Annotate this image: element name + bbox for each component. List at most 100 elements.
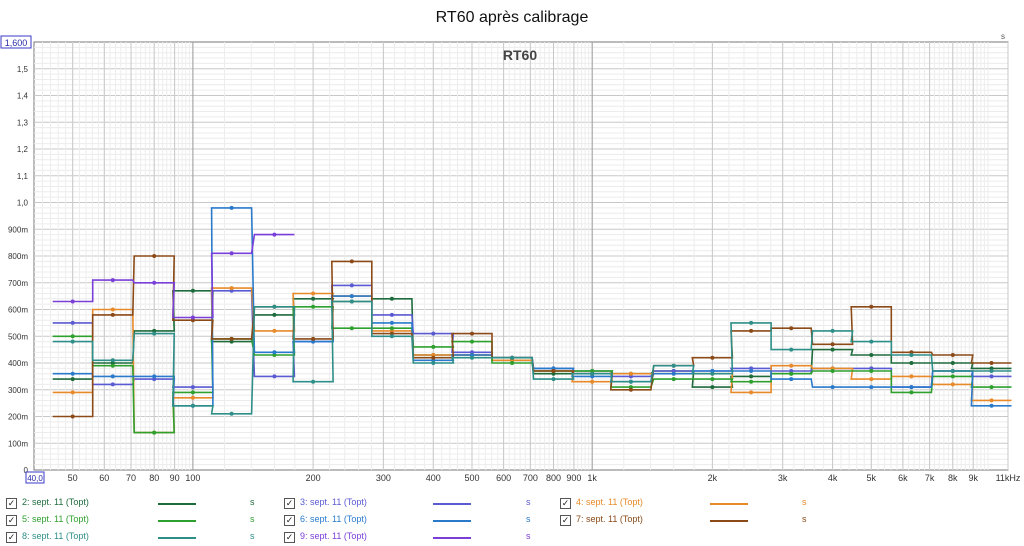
data-point	[749, 320, 754, 325]
legend-label: 4: sept. 11 (Topt)	[576, 497, 643, 507]
x-tick-label: 600	[496, 473, 511, 483]
x-min-box[interactable]	[25, 471, 45, 484]
y-tick-label: 800m	[8, 252, 28, 261]
data-point	[152, 331, 157, 336]
legend-item: ✓ 2: sept. 11 (Topt) s	[6, 496, 262, 512]
x-tick-label: 1k	[587, 473, 597, 483]
data-point	[272, 328, 277, 333]
data-point	[190, 403, 195, 408]
data-point	[152, 254, 157, 258]
data-point	[989, 403, 994, 408]
data-point	[470, 331, 474, 336]
legend-swatch	[433, 537, 471, 539]
data-point	[830, 385, 835, 390]
data-point	[229, 251, 234, 256]
legend-unit: s	[802, 497, 807, 507]
data-point	[229, 286, 234, 291]
data-point	[349, 299, 354, 304]
legend-unit: s	[802, 514, 807, 524]
data-point	[389, 334, 394, 339]
data-point	[749, 379, 754, 384]
y-tick-label: 500m	[8, 332, 28, 341]
legend-checkbox[interactable]: ✓	[284, 515, 295, 526]
x-tick-label: 700	[523, 473, 538, 483]
data-point	[431, 344, 436, 349]
legend-label: 2: sept. 11 (Topt)	[22, 497, 89, 507]
series-8	[52, 232, 295, 320]
x-tick-label: 800	[546, 473, 561, 483]
y-tick-label: 0	[24, 466, 29, 475]
chart-subtitle: RT60	[503, 47, 537, 63]
data-point	[909, 361, 914, 365]
data-point	[70, 339, 75, 344]
data-point	[789, 377, 794, 382]
y-tick-label: 1,4	[17, 92, 29, 101]
data-point	[349, 283, 354, 288]
x-tick-label: 60	[99, 473, 109, 483]
x-tick-label: 9k	[968, 473, 978, 483]
data-point	[830, 369, 835, 373]
y-max-label: 1,600	[5, 38, 28, 48]
data-point	[431, 355, 436, 360]
legend-checkbox[interactable]: ✓	[284, 532, 295, 543]
data-point	[551, 377, 556, 382]
data-point	[989, 369, 994, 373]
data-point	[510, 361, 515, 365]
legend-checkbox[interactable]: ✓	[6, 498, 17, 509]
legend-swatch	[158, 520, 196, 522]
legend-label: 3: sept. 11 (Topt)	[300, 497, 367, 507]
x-tick-label: 8k	[948, 473, 958, 483]
data-point	[749, 374, 754, 379]
x-tick-label: 200	[306, 473, 321, 483]
x-tick-label: 400	[426, 473, 441, 483]
data-point	[869, 377, 874, 382]
y-tick-label: 1,5	[17, 65, 29, 74]
data-point	[989, 385, 994, 390]
data-point	[349, 259, 354, 264]
x-tick-label: 300	[376, 473, 391, 483]
x-tick-labels: 50 60 70 80 90 100 200 300 400 500 600 700 800 900 1k 2…	[68, 473, 1021, 483]
x-tick-label: 6k	[898, 473, 908, 483]
legend-unit: s	[250, 531, 255, 541]
x-tick-label: 4k	[828, 473, 838, 483]
legend: ✓ 2: sept. 11 (Topt) s ✓ 3: sept. 11 (Topt) s…	[0, 492, 1024, 546]
data-point	[909, 390, 914, 395]
data-point	[190, 395, 195, 400]
y-tick-label: 1,3	[17, 118, 29, 127]
legend-label: 7: sept. 11 (Topt)	[576, 514, 643, 524]
data-point	[110, 363, 115, 368]
x-tick-label: 90	[170, 473, 180, 483]
legend-label: 8: sept. 11 (Topt)	[22, 531, 89, 541]
data-point	[989, 361, 994, 365]
legend-item: ✓ 6: sept. 11 (Topt) s	[284, 513, 538, 529]
data-point	[789, 326, 794, 331]
data-point	[110, 374, 115, 379]
y-tick-label: 1,2	[17, 145, 29, 154]
data-point	[869, 339, 874, 344]
legend-swatch	[433, 520, 471, 522]
data-point	[749, 369, 754, 373]
y-tick-label: 900m	[8, 225, 28, 234]
legend-swatch	[710, 503, 748, 505]
x-min-label: 40,0	[27, 474, 43, 483]
data-point	[710, 355, 715, 360]
legend-checkbox[interactable]: ✓	[6, 532, 17, 543]
data-point	[70, 371, 75, 376]
data-point	[590, 371, 595, 376]
legend-unit: s	[526, 497, 531, 507]
data-point	[710, 385, 715, 390]
legend-checkbox[interactable]: ✓	[560, 498, 571, 509]
x-tick-label: 50	[68, 473, 78, 483]
y-unit-label: s	[1001, 32, 1005, 41]
data-point	[311, 304, 316, 309]
legend-swatch	[158, 503, 196, 505]
legend-unit: s	[526, 514, 531, 524]
legend-checkbox[interactable]: ✓	[560, 515, 571, 526]
y-max-box[interactable]	[0, 35, 32, 49]
legend-checkbox[interactable]: ✓	[6, 515, 17, 526]
data-point	[70, 299, 75, 304]
data-point	[830, 347, 835, 352]
data-point	[152, 280, 157, 285]
legend-item: ✓ 9: sept. 11 (Topt) s	[284, 530, 538, 546]
legend-checkbox[interactable]: ✓	[284, 498, 295, 509]
